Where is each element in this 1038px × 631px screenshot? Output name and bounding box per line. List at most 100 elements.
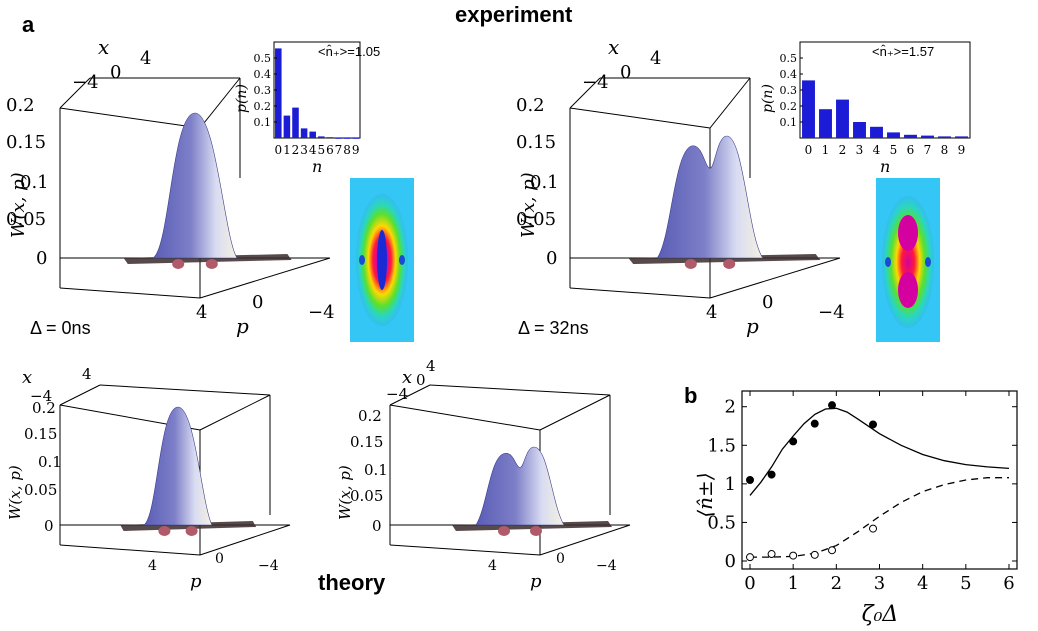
w-tick: 0.05	[516, 209, 556, 230]
x-axis-label: ζ₀Δ	[862, 602, 899, 627]
bar-6	[904, 134, 917, 138]
wigner-surface	[452, 446, 612, 536]
x-tick: −4	[582, 72, 609, 93]
y-tick-label: 2	[725, 397, 736, 418]
y-tick-label: 1	[725, 474, 736, 495]
bar-4	[870, 126, 883, 138]
data-point-minus	[869, 524, 878, 533]
surface-dip	[205, 259, 218, 269]
y-tick-label: 0.3	[780, 84, 798, 97]
w-tick: 0.05	[350, 487, 383, 505]
x-tick-label: 3	[300, 143, 308, 157]
mean-photon-label: <n̂₊>=1.57	[872, 44, 935, 59]
bar-0	[275, 48, 282, 138]
delta-label: Δ = 32ns	[518, 318, 589, 338]
x-axis-label: x	[98, 35, 109, 59]
wigner-surface	[120, 406, 257, 536]
x-axis-label: x	[608, 35, 619, 59]
x-tick-label: 4	[917, 573, 928, 594]
p-tick: 0	[556, 551, 565, 567]
x-tick: 0	[416, 371, 426, 389]
y-tick-label: 0.2	[780, 100, 798, 113]
surface-peak	[143, 406, 213, 526]
x-tick-label: 7	[924, 143, 932, 157]
bar-8	[343, 138, 351, 139]
surface-peak	[151, 112, 238, 259]
x-tick-label: 4	[309, 143, 317, 157]
p-tick: 4	[148, 558, 157, 574]
panel-b-chart: 0 1 2 3 4 5 6 0 0.5 1 1.5 2 ⟨n̂±⟩ ζ₀Δ	[693, 390, 1018, 627]
bar-6	[326, 137, 334, 138]
y-tick-label: 0.5	[780, 52, 798, 65]
wigner-colormap-2	[876, 178, 940, 342]
delta-label: Δ = 0ns	[30, 318, 91, 338]
x-tick-label: 6	[326, 143, 334, 157]
bar-2	[292, 107, 299, 138]
surface-base	[123, 254, 292, 264]
surface-base	[120, 521, 257, 531]
x-tick: 0	[620, 62, 631, 83]
x-tick-label: 0	[805, 143, 813, 157]
w-tick: 0.15	[6, 132, 46, 153]
panel-b-label: b	[684, 383, 698, 408]
x-tick-label: 0	[274, 143, 282, 157]
surface-dip	[684, 259, 697, 269]
x-axis-label: x	[22, 367, 32, 388]
w-tick: 0.15	[516, 132, 556, 153]
data-point-plus	[767, 470, 776, 479]
p-tick: 4	[488, 558, 497, 574]
y-tick-label: 0.5	[707, 512, 736, 533]
w-tick: 0.1	[20, 172, 49, 193]
w-tick: 0.05	[6, 209, 46, 230]
p-tick: −4	[596, 558, 617, 574]
data-point-minus	[789, 551, 798, 560]
surface-dip	[723, 259, 736, 269]
p-tick: 0	[762, 292, 773, 313]
wigner-surface	[628, 135, 821, 269]
bar-1	[819, 109, 832, 138]
data-point-plus	[810, 419, 819, 428]
w-tick: 0.1	[364, 461, 388, 479]
theory-curve-minus	[750, 477, 1009, 558]
y-tick-label: 0.1	[254, 116, 272, 129]
surface-dip	[530, 526, 542, 536]
plot-frame	[741, 390, 1018, 570]
x-tick: 4	[426, 357, 436, 375]
bar-5	[887, 132, 900, 138]
w-tick: 0	[44, 517, 54, 535]
theory-curve-plus	[749, 407, 1010, 496]
data-point-minus	[810, 550, 819, 559]
inset-xlabel: n	[312, 157, 322, 176]
theory-3d-plot-1: x 4 −4 0.2 0.15 0.1 0.05 0 W(x, p) 4 0 −…	[6, 365, 291, 592]
data-point-plus	[828, 401, 837, 410]
surface-base	[452, 521, 612, 531]
x-tick-label: 5	[890, 143, 898, 157]
data-point-minus	[767, 550, 776, 559]
p-axis-label: p	[746, 314, 759, 338]
x-tick-label: 2	[839, 143, 847, 157]
x-tick-label: 2	[831, 573, 842, 594]
bar-9	[955, 136, 968, 138]
x-tick-label: 4	[873, 143, 881, 157]
inset-bars	[802, 80, 968, 138]
x-tick: −4	[72, 72, 99, 93]
w-tick: 0	[372, 517, 382, 535]
x-tick: 4	[650, 48, 661, 69]
x-tick-label: 3	[874, 573, 885, 594]
p-axis-label: p	[530, 571, 542, 592]
theory-3d-plot-2: x 4 0 −4 0.2 0.15 0.1 0.05 0 W(x, p) 4 0…	[336, 357, 631, 592]
p-axis-label: p	[236, 314, 249, 338]
y-tick-label: 0.5	[254, 52, 272, 65]
bar-3	[853, 122, 866, 138]
x-tick-label: 9	[352, 143, 360, 157]
p-tick: −4	[308, 302, 335, 323]
bar-2	[836, 99, 849, 138]
y-tick-label: 0.4	[254, 68, 272, 81]
panel-a-label: a	[22, 12, 35, 37]
wigner-colormap-1	[350, 178, 414, 342]
surface-dip	[185, 526, 198, 536]
y-tick-label: 0	[725, 551, 736, 572]
p-tick: 4	[196, 302, 207, 323]
